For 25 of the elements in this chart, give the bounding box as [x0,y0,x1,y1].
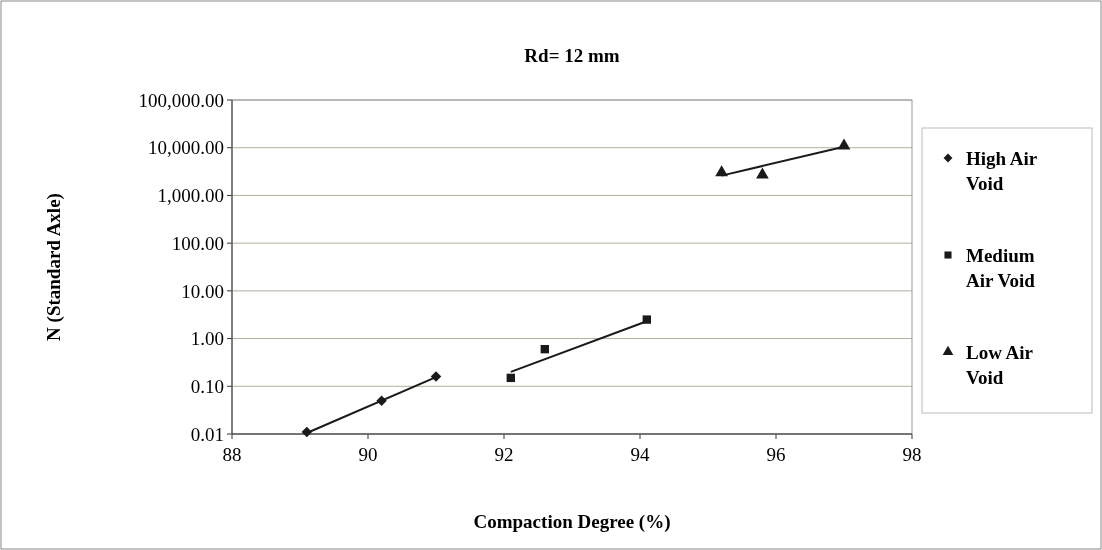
y-tick-label: 10.00 [181,280,224,302]
point [540,344,549,354]
y-tick-label: 1.00 [190,328,224,350]
y-tick-label: 10,000.00 [148,137,224,159]
y-tick-label: 0.01 [190,423,224,445]
chart-title: Rd= 12 mm [524,45,620,66]
x-tick-label: 88 [222,444,242,465]
x-tick-label: 94 [630,444,650,465]
y-tick-label: 100,000.00 [138,89,224,111]
x-tick-label: 96 [766,444,786,465]
x-axis-title: Compaction Degree (%) [473,511,671,533]
point [756,167,769,179]
y-tick-label: 1,000.00 [157,185,224,207]
legend-label: High Air Void [966,147,1038,195]
x-tick-label: 98 [902,444,922,465]
point [506,373,515,383]
point [642,315,651,324]
legend-label: Low Air Void [966,341,1034,389]
y-axis-title: N (Standard Axle) [43,193,65,341]
y-tick-label: 0.10 [190,375,224,397]
x-tick-label: 90 [358,444,378,465]
x-tick-label: 92 [494,444,514,465]
point [301,426,313,438]
legend-label: Medium Air Void [966,244,1036,292]
y-tick-label: 100.00 [171,232,224,254]
